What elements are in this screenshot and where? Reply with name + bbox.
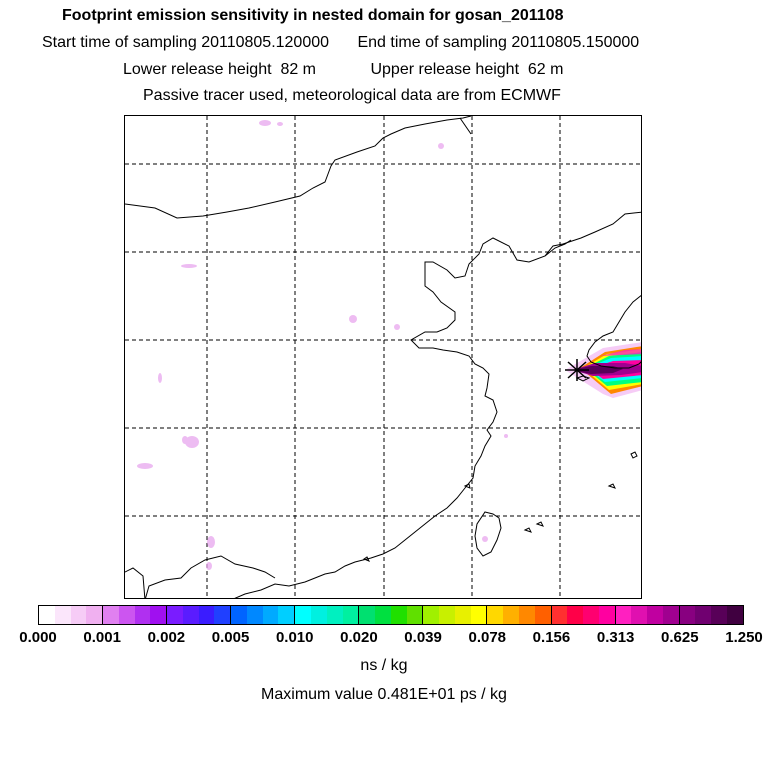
colorbar-segment bbox=[470, 606, 488, 624]
colorbar-segment bbox=[342, 606, 360, 624]
colorbar-ticks: 0.000 0.001 0.002 0.005 0.010 0.020 0.039 0.078… bbox=[0, 629, 768, 649]
receptor-marker bbox=[565, 359, 589, 381]
colorbar-segment bbox=[487, 606, 504, 624]
sampling-times: Start time of sampling 20110805.120000 E… bbox=[42, 34, 768, 52]
colorbar-tick-label: 0.010 bbox=[275, 629, 314, 646]
colorbar-segment bbox=[86, 606, 104, 624]
colorbar-segment bbox=[262, 606, 279, 624]
colorbar-segment bbox=[615, 606, 632, 624]
graticule bbox=[125, 116, 641, 598]
colorbar-segment bbox=[631, 606, 648, 624]
colorbar-segment bbox=[359, 606, 376, 624]
colorbar-segment bbox=[439, 606, 455, 624]
colorbar-segment bbox=[534, 606, 552, 624]
colorbar-segment bbox=[134, 606, 151, 624]
colorbar-segment bbox=[647, 606, 663, 624]
lower-value: 82 m bbox=[280, 61, 317, 78]
colorbar-segment bbox=[118, 606, 135, 624]
upper-value: 62 m bbox=[527, 61, 564, 78]
taiwan-island bbox=[474, 511, 502, 557]
colorbar-segment bbox=[375, 606, 391, 624]
colorbar-segment bbox=[567, 606, 584, 624]
northern-border-line bbox=[125, 116, 472, 219]
colorbar-segment bbox=[679, 606, 696, 624]
korea-coast bbox=[586, 294, 641, 369]
upper-label: Upper release height bbox=[370, 61, 520, 78]
colorbar-segment bbox=[518, 606, 535, 624]
start-label: Start time of sampling bbox=[42, 34, 197, 51]
colorbar-segment bbox=[390, 606, 407, 624]
start-value: 20110805.120000 bbox=[201, 34, 330, 51]
colorbar-tick-label: 0.000 bbox=[19, 629, 57, 646]
small-island bbox=[463, 483, 471, 489]
colorbar-tick-label: 0.625 bbox=[661, 629, 699, 646]
colorbar-tick-label: 0.039 bbox=[404, 629, 442, 646]
colorbar-segment bbox=[406, 606, 424, 624]
release-heights: Lower release height 82 m Upper release … bbox=[123, 61, 768, 79]
colorbar-tick-label: 0.001 bbox=[83, 629, 121, 646]
colorbar-segment bbox=[295, 606, 312, 624]
colorbar-segment bbox=[326, 606, 343, 624]
lower-label: Lower release height bbox=[123, 61, 272, 78]
colorbar-tick-label: 0.313 bbox=[596, 629, 635, 646]
colorbar-segment bbox=[711, 606, 727, 624]
colorbar-segment bbox=[551, 606, 568, 624]
colorbar-segment bbox=[598, 606, 616, 624]
maximum-value-label: Maximum value 0.481E+01 ps / kg bbox=[261, 686, 507, 703]
colorbar-tick-label: 0.005 bbox=[211, 629, 250, 646]
china-coast-north bbox=[234, 211, 641, 598]
small-island bbox=[535, 521, 544, 527]
colorbar-segment bbox=[662, 606, 680, 624]
colorbar-segment bbox=[150, 606, 168, 624]
colorbar-segment bbox=[311, 606, 327, 624]
colorbar-segment bbox=[726, 606, 743, 624]
hainan-region bbox=[145, 555, 276, 598]
small-island bbox=[607, 483, 616, 489]
colorbar-segment bbox=[54, 606, 71, 624]
colorbar-segment bbox=[103, 606, 119, 624]
colorbar-segment bbox=[583, 606, 599, 624]
northeast-border-line bbox=[459, 117, 472, 135]
colorbar-segment bbox=[70, 606, 87, 624]
colorbar-tick-label: 0.020 bbox=[340, 629, 378, 646]
colorbar-segment bbox=[182, 606, 199, 624]
bohai-coast bbox=[544, 239, 572, 257]
colorbar-segment bbox=[214, 606, 232, 624]
colorbar-segment bbox=[454, 606, 471, 624]
colorbar-segment bbox=[198, 606, 215, 624]
colorbar bbox=[38, 605, 744, 625]
sensitivity-specks bbox=[137, 120, 508, 570]
end-label: End time of sampling bbox=[357, 34, 507, 51]
small-island bbox=[362, 556, 371, 562]
colorbar-tick-label: 0.078 bbox=[468, 629, 507, 646]
map-canvas bbox=[125, 116, 641, 598]
colorbar-tick-label: 0.156 bbox=[532, 629, 571, 646]
colorbar-segment bbox=[423, 606, 440, 624]
colorbar-segment bbox=[278, 606, 296, 624]
jeju-island bbox=[575, 375, 591, 382]
colorbar-segment bbox=[231, 606, 247, 624]
small-island bbox=[523, 527, 532, 533]
end-value: 20110805.150000 bbox=[511, 34, 640, 51]
colorbar-segment bbox=[167, 606, 183, 624]
footprint-map[interactable] bbox=[124, 115, 642, 599]
southwest-border-line bbox=[125, 567, 146, 598]
colorbar-segment bbox=[503, 606, 519, 624]
colorbar-tick-label: 0.002 bbox=[147, 629, 186, 646]
small-island bbox=[630, 451, 638, 459]
tracer-note: Passive tracer used, meteorological data… bbox=[143, 87, 561, 104]
colorbar-tick-label: 1.250 bbox=[725, 629, 763, 646]
footprint-plume bbox=[565, 342, 641, 398]
colorbar-segment bbox=[39, 606, 55, 624]
colorbar-segment bbox=[695, 606, 712, 624]
plot-title: Footprint emission sensitivity in nested… bbox=[62, 7, 564, 24]
coastlines bbox=[125, 116, 641, 598]
colorbar-segment bbox=[246, 606, 263, 624]
colorbar-units: ns / kg bbox=[360, 657, 408, 674]
